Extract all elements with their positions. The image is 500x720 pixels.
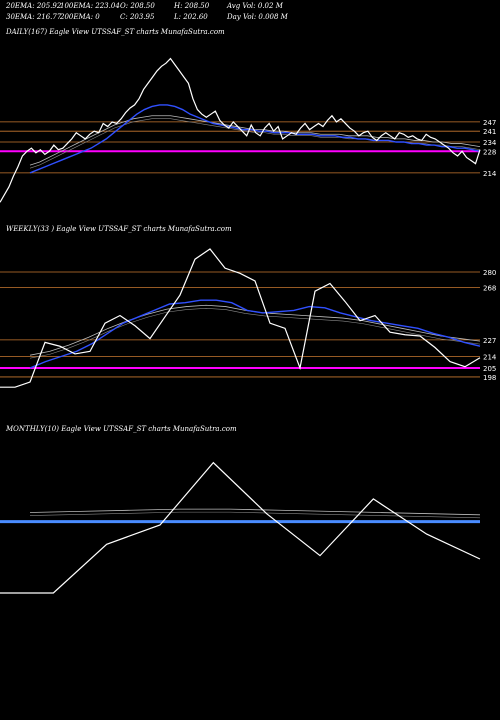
monthly-caption: MONTHLY(10) Eagle View UTSSAF_ST charts … bbox=[6, 425, 237, 433]
stat-30ema: 30EMA: 216.77 bbox=[6, 13, 62, 21]
ema-blue-line bbox=[29, 104, 481, 174]
stat-low: L: 202.60 bbox=[174, 13, 208, 21]
level-label-227: 227 bbox=[483, 337, 496, 345]
level-label-247: 247 bbox=[483, 119, 496, 127]
level-label-214: 214 bbox=[483, 170, 497, 178]
ema-slow-line-2 bbox=[29, 511, 481, 519]
ema-slow-line bbox=[29, 115, 481, 166]
weekly-caption: WEEKLY(33 ) Eagle View UTSSAF_ST charts … bbox=[6, 225, 232, 233]
level-label-280: 280 bbox=[483, 269, 496, 277]
stat-open: O: 208.50 bbox=[120, 2, 155, 10]
level-label-198: 198 bbox=[483, 374, 496, 382]
stat-close: C: 203.95 bbox=[120, 13, 155, 21]
daily-caption: DAILY(167) Eagle View UTSSAF_ST charts M… bbox=[6, 28, 225, 36]
stat-200ema: 200EMA: 0 bbox=[60, 13, 100, 21]
ema-slow-line-2 bbox=[29, 307, 481, 359]
ema-slow-line bbox=[29, 304, 481, 356]
stat-high: H: 208.50 bbox=[174, 2, 210, 10]
stat-avg-vol: Avg Vol: 0.02 M bbox=[227, 2, 283, 10]
stat-100ema: 100EMA: 223.04 bbox=[60, 2, 120, 10]
level-label-268: 268 bbox=[483, 284, 496, 292]
stat-20ema: 20EMA: 205.92 bbox=[6, 2, 62, 10]
price-line bbox=[0, 461, 481, 594]
price-line bbox=[0, 57, 481, 203]
level-label-241: 241 bbox=[483, 128, 496, 136]
ema-blue-line bbox=[29, 299, 481, 369]
level-label-234: 234 bbox=[483, 139, 497, 147]
level-label-214: 214 bbox=[483, 353, 497, 361]
stat-day-vol: Day Vol: 0.008 M bbox=[227, 13, 288, 21]
level-label-228: 228 bbox=[483, 148, 496, 156]
ema-slow-line bbox=[29, 508, 481, 516]
level-label-205: 205 bbox=[483, 365, 496, 373]
price-line bbox=[0, 248, 481, 388]
